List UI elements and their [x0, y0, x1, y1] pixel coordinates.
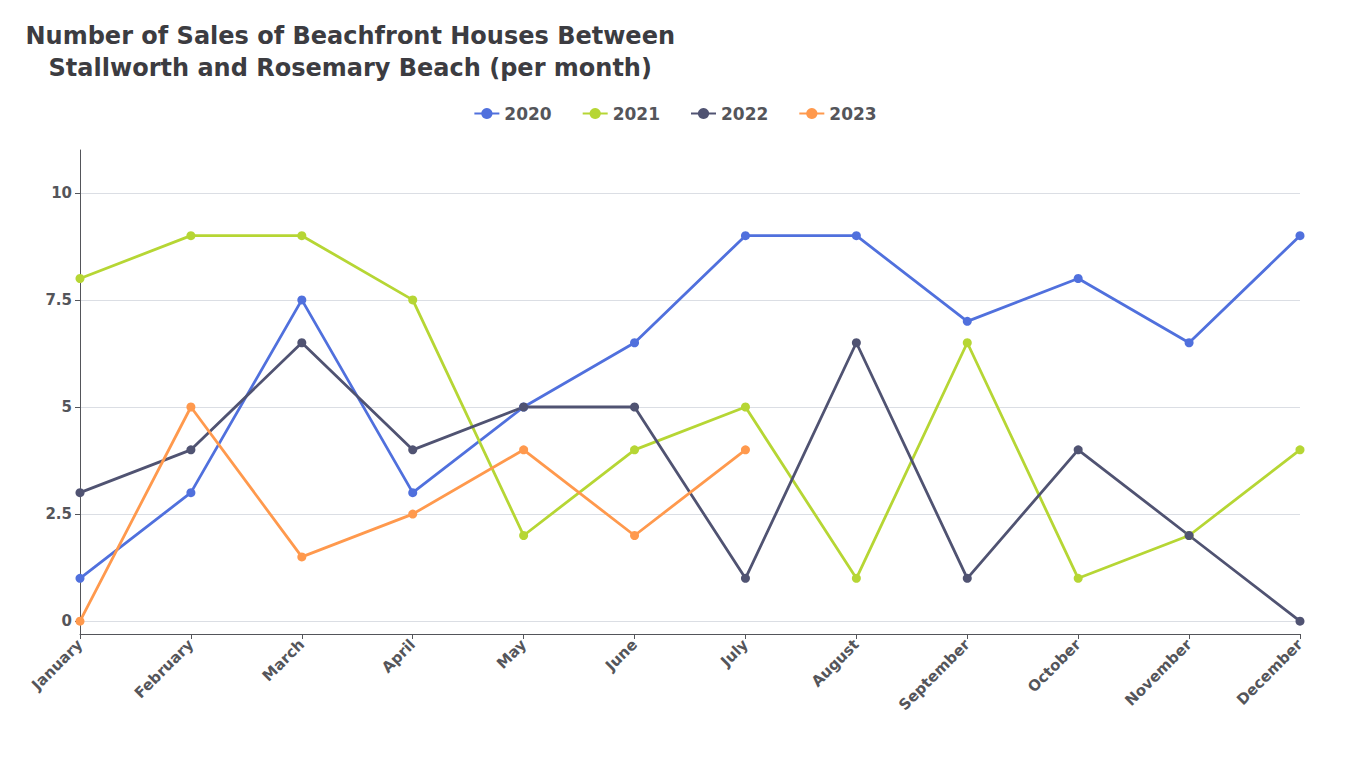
svg-text:7.5: 7.5 [45, 291, 72, 309]
svg-text:June: June [601, 636, 641, 676]
svg-text:2.5: 2.5 [45, 505, 72, 523]
svg-text:10: 10 [51, 184, 72, 202]
svg-text:December: December [1233, 635, 1307, 709]
svg-text:0: 0 [62, 612, 72, 630]
svg-text:2020: 2020 [504, 104, 551, 124]
svg-text:Number of Sales of Beachfront: Number of Sales of Beachfront Houses Bet… [26, 22, 676, 50]
svg-text:October: October [1024, 635, 1085, 696]
svg-text:2023: 2023 [829, 104, 876, 124]
svg-text:September: September [895, 635, 974, 714]
svg-text:April: April [378, 636, 419, 677]
svg-text:January: January [27, 635, 86, 694]
svg-text:May: May [493, 635, 530, 672]
svg-text:February: February [131, 635, 198, 702]
svg-text:5: 5 [62, 398, 72, 416]
svg-text:2021: 2021 [613, 104, 660, 124]
svg-text:2022: 2022 [721, 104, 768, 124]
svg-text:March: March [259, 636, 308, 685]
svg-text:July: July [716, 635, 752, 671]
svg-text:Stallworth and Rosemary Beach: Stallworth and Rosemary Beach (per month… [49, 54, 652, 82]
svg-text:November: November [1121, 635, 1195, 709]
svg-text:August: August [808, 636, 863, 691]
